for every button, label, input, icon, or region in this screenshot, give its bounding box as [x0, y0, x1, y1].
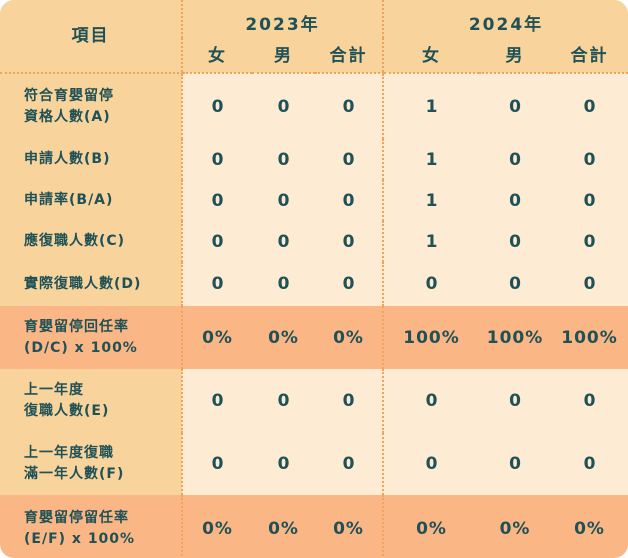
cell-2024-female: 100%	[382, 306, 480, 369]
cell-2023-male: 0%	[252, 495, 315, 558]
cell-2024-female: 1	[382, 180, 480, 221]
row-label-line: 上一年度復職	[24, 445, 114, 461]
row-label: 申請率(B/A)	[0, 180, 182, 221]
cell-2023-total: 0	[342, 231, 355, 252]
cell-2024-male: 0%	[479, 495, 552, 558]
header-female-2024: 女	[382, 38, 480, 74]
row-label: 實際復職人數(D)	[0, 262, 182, 306]
row-label: 育嬰留停回任率 (D/C) x 100%	[0, 306, 182, 369]
row-label-line: (D/C) x 100%	[24, 339, 138, 356]
row-label-line: 復職人數(E)	[24, 403, 110, 419]
cell-2024-male: 0	[509, 190, 521, 211]
cell-2024-total: 0	[583, 231, 596, 252]
cell-2023-female: 0	[181, 180, 252, 221]
cell-2024-male: 0	[509, 454, 521, 474]
cell-2023-male: 0	[277, 274, 290, 294]
row-label-line: 滿一年人數(F)	[24, 466, 125, 482]
header-total-2023: 合計	[315, 38, 384, 74]
cell-2023-total: 0	[342, 149, 355, 170]
table-row: 申請人數(B) 0 0 0 1 0 0	[0, 139, 628, 180]
row-label: 申請人數(B)	[0, 139, 182, 180]
cell-2023-female: 0%	[181, 495, 252, 558]
cell-2023-total: 0	[342, 190, 355, 211]
cell-2024-female: 0	[382, 433, 480, 495]
table-row: 符合育嬰留停 資格人數(A) 0 0 0 1 0 0	[0, 73, 628, 139]
cell-2024-female: 1	[382, 139, 480, 180]
cell-2024-female: 1	[382, 73, 480, 139]
header-male-2024: 男	[479, 38, 552, 74]
cell-2024-male: 0	[509, 231, 521, 252]
cell-2024-male: 0	[509, 149, 521, 170]
row-label-line: 上一年度	[24, 382, 84, 398]
cell-2023-total: 0	[342, 391, 355, 411]
cell-2024-total: 0	[583, 274, 596, 294]
cell-2023-female: 0	[181, 139, 252, 180]
cell-2023-male: 0	[277, 149, 290, 170]
cell-2024-total: 0%	[551, 495, 628, 558]
header-item: 項目	[0, 0, 182, 74]
row-label: 符合育嬰留停 資格人數(A)	[0, 73, 182, 139]
cell-2023-female: 0%	[181, 306, 252, 369]
row-label-line: 育嬰留停回任率	[24, 318, 129, 335]
cell-2023-female: 0	[181, 369, 252, 433]
header-year-2024: 2024年	[382, 0, 628, 38]
cell-2024-total: 0	[583, 190, 596, 211]
cell-2024-female: 0	[382, 369, 480, 433]
cell-2024-male: 0	[509, 274, 521, 294]
table-row: 上一年度 復職人數(E) 0 0 0 0 0 0	[0, 369, 628, 433]
row-label-line: 資格人數(A)	[24, 108, 111, 125]
cell-2024-male: 100%	[479, 306, 552, 369]
row-label-line: 實際復職人數(D)	[24, 275, 142, 292]
table-row: 實際復職人數(D) 0 0 0 0 0 0	[0, 262, 628, 306]
table-row: 應復職人數(C) 0 0 0 1 0 0	[0, 221, 628, 262]
cell-2023-total: 0	[342, 454, 355, 474]
cell-2024-male: 0	[509, 391, 521, 411]
row-label-line: 育嬰留停留任率	[24, 510, 129, 526]
cell-2023-male: 0	[277, 96, 290, 117]
cell-2023-male: 0	[277, 391, 290, 411]
table-row: 上一年度復職 滿一年人數(F) 0 0 0 0 0 0	[0, 433, 628, 495]
row-label-line: (E/F) x 100%	[24, 531, 136, 547]
cell-2024-total: 100%	[551, 306, 628, 369]
cell-2023-female: 0	[181, 262, 252, 306]
cell-2024-male: 0	[509, 96, 521, 117]
cell-2024-total: 0	[583, 96, 596, 117]
row-label: 應復職人數(C)	[0, 221, 182, 262]
cell-2023-female: 0	[181, 433, 252, 495]
cell-2024-female: 0	[382, 262, 480, 306]
header-total-2024: 合計	[551, 38, 628, 74]
header-year-2023: 2023年	[180, 0, 384, 38]
cell-2023-total: 0%	[315, 306, 384, 369]
cell-2023-male: 0	[277, 190, 290, 211]
cell-2023-female: 0	[181, 73, 252, 139]
row-label-line: 申請人數(B)	[24, 151, 111, 167]
cell-2023-female: 0	[181, 221, 252, 262]
cell-2023-total: 0%	[315, 495, 384, 558]
row-label: 育嬰留停留任率 (E/F) x 100%	[0, 495, 182, 558]
table-row: 申請率(B/A) 0 0 0 1 0 0	[0, 180, 628, 221]
cell-2024-total: 0	[583, 454, 596, 474]
header-female-2023: 女	[181, 38, 252, 74]
cell-2023-male: 0%	[252, 306, 315, 369]
table-row-highlight: 育嬰留停回任率 (D/C) x 100% 0% 0% 0% 100% 100% …	[0, 306, 628, 369]
row-label: 上一年度 復職人數(E)	[0, 369, 182, 433]
cell-2023-total: 0	[342, 96, 355, 117]
cell-2023-male: 0	[277, 231, 290, 252]
row-label-line: 符合育嬰留停	[24, 87, 114, 104]
cell-2024-female: 0%	[382, 495, 480, 558]
cell-2024-total: 0	[583, 391, 596, 411]
cell-2024-female: 1	[382, 221, 480, 262]
row-label-line: 申請率(B/A)	[24, 192, 114, 208]
cell-2023-total: 0	[342, 274, 355, 294]
row-label: 上一年度復職 滿一年人數(F)	[0, 433, 182, 495]
row-label-line: 應復職人數(C)	[24, 233, 126, 249]
cell-2024-total: 0	[583, 149, 596, 170]
table-row-highlight: 育嬰留停留任率 (E/F) x 100% 0% 0% 0% 0% 0% 0%	[0, 495, 628, 558]
header-male-2023: 男	[252, 38, 315, 74]
cell-2023-male: 0	[277, 454, 290, 474]
